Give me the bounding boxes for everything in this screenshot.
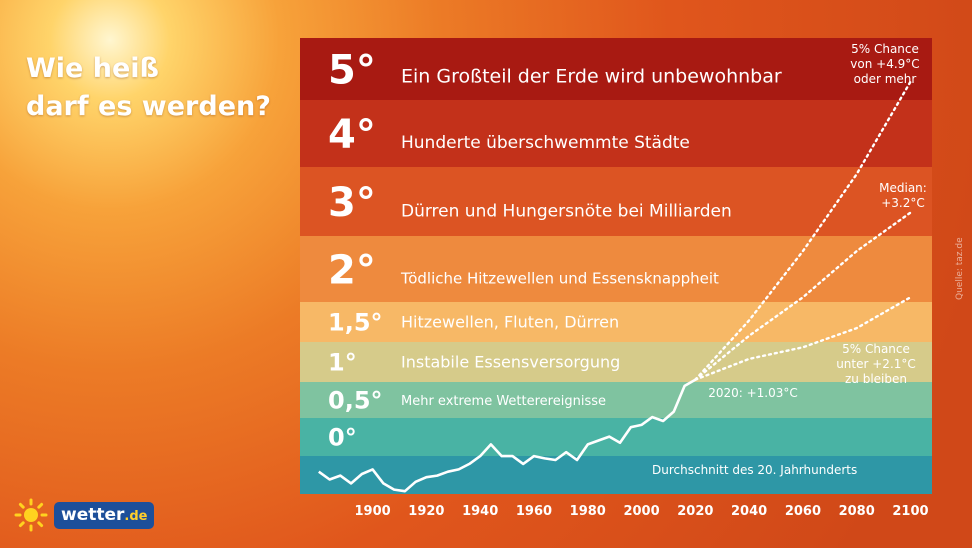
tier-label-3: Tödliche Hitzewellen und Essensknappheit <box>400 270 719 288</box>
title-line-2: darf es werden? <box>26 91 271 122</box>
x-tick-2020: 2020 <box>677 504 713 519</box>
x-tick-1960: 1960 <box>516 504 552 519</box>
tier-level-4: 1,5° <box>328 309 383 337</box>
x-tick-2060: 2060 <box>785 504 821 519</box>
tier-label-6: Mehr extreme Wetterereignisse <box>401 394 606 409</box>
sun-icon <box>14 498 48 532</box>
projection-line-2 <box>694 296 912 381</box>
band-5 <box>300 342 932 382</box>
band-0 <box>300 38 932 100</box>
x-tick-2000: 2000 <box>623 504 659 519</box>
band-7 <box>300 418 932 456</box>
band-6 <box>300 382 932 418</box>
source-credit: Quelle: taz.de <box>955 237 965 300</box>
x-tick-2040: 2040 <box>731 504 767 519</box>
logo-name: wetter <box>61 504 125 525</box>
tier-label-0: Ein Großteil der Erde wird unbewohnbar <box>401 66 782 88</box>
tier-level-7: 0° <box>328 424 357 452</box>
x-tick-1980: 1980 <box>570 504 606 519</box>
tier-label-5: Instabile Essensversorgung <box>401 353 620 372</box>
tier-level-6: 0,5° <box>328 387 383 415</box>
logo-tld: .de <box>124 508 148 524</box>
tier-level-2: 3° <box>328 180 376 226</box>
observed-temperature-line <box>318 378 696 493</box>
wetter-logo: wetter.de <box>14 498 155 532</box>
tier-level-1: 4° <box>328 112 376 158</box>
logo-wordmark: wetter.de <box>54 501 155 529</box>
annotation-2: 5% Chance unter +2.1°C zu bleiben <box>836 342 916 386</box>
annotation-0: 5% Chance von +4.9°C oder mehr <box>850 42 919 86</box>
tier-label-8: Durchschnitt des 20. Jahrhunderts <box>652 463 857 477</box>
tier-level-3: 2° <box>328 247 376 293</box>
x-tick-2080: 2080 <box>839 504 875 519</box>
tier-label-2: Dürren und Hungersnöte bei Milliarden <box>401 202 732 222</box>
band-3 <box>300 236 932 302</box>
tier-label-1: Hunderte überschwemmte Städte <box>401 133 690 153</box>
tier-level-5: 1° <box>328 349 357 377</box>
annotation-1: Median: +3.2°C <box>879 181 927 210</box>
x-tick-2100: 2100 <box>892 504 928 519</box>
band-2 <box>300 167 932 236</box>
x-tick-1900: 1900 <box>355 504 391 519</box>
band-4 <box>300 302 932 342</box>
page-title: Wie heiß darf es werden? <box>26 50 271 126</box>
x-tick-1940: 1940 <box>462 504 498 519</box>
title-line-1: Wie heiß <box>26 53 159 84</box>
band-1 <box>300 100 932 167</box>
projection-line-0 <box>694 80 912 381</box>
x-tick-1920: 1920 <box>408 504 444 519</box>
band-8 <box>300 456 932 494</box>
tier-label-4: Hitzewellen, Fluten, Dürren <box>401 313 619 332</box>
annotation-3: 2020: +1.03°C <box>708 386 798 400</box>
tier-level-0: 5° <box>328 47 376 93</box>
projection-line-1 <box>694 211 912 381</box>
